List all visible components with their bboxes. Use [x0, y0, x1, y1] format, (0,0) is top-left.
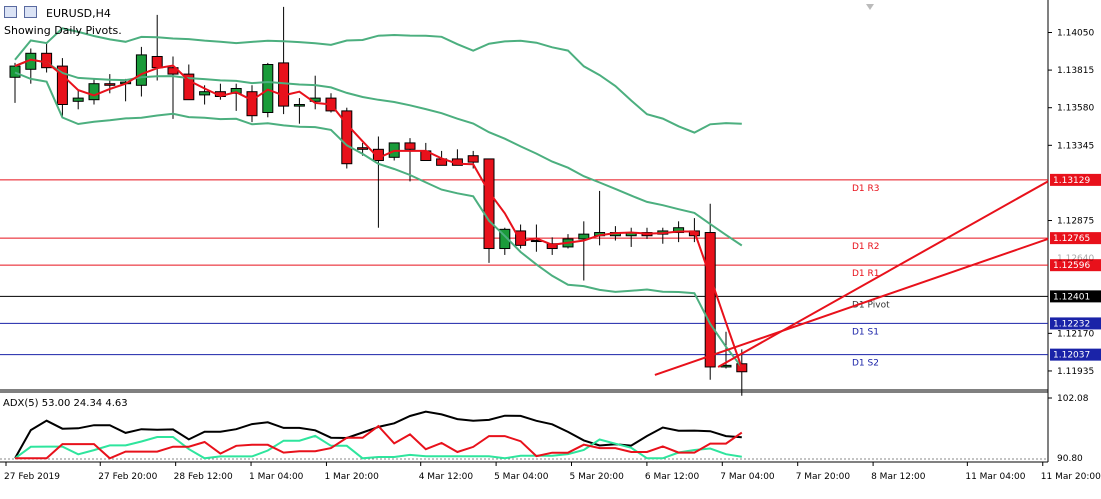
time-tick-label: 27 Feb 20:00	[98, 472, 157, 482]
symbol-label: EURUSD,H4	[46, 7, 111, 20]
bull-candle	[262, 63, 274, 114]
price-tick-label: 1.13345	[1057, 141, 1094, 151]
bull-candle	[88, 83, 100, 101]
price-tick-label: 1.14050	[1057, 28, 1094, 38]
bear-candle	[404, 142, 416, 150]
pivot-price-label: 1.13129	[1053, 176, 1090, 186]
shift-marker-icon	[866, 4, 874, 10]
adx-tick-label: 90.80	[1057, 454, 1083, 464]
time-tick-label: 27 Feb 2019	[4, 472, 60, 482]
bear-candle	[483, 158, 495, 250]
time-tick-label: 7 Mar 04:00	[720, 472, 775, 482]
upper-band-line	[14, 27, 742, 134]
time-tick-label: 1 Mar 04:00	[249, 472, 304, 482]
adx-tick-label: 102.08	[1057, 394, 1089, 404]
plus-di-line	[14, 434, 742, 460]
bear-candle	[704, 232, 716, 368]
bear-candle	[515, 230, 527, 246]
time-tick-label: 1 Mar 20:00	[324, 472, 379, 482]
pivot-name-label: D1 R1	[852, 269, 880, 279]
bear-candle	[56, 65, 68, 106]
price-tick-label: 1.11935	[1057, 367, 1094, 377]
time-tick-label: 7 Mar 20:00	[796, 472, 851, 482]
pivot-price-box	[1050, 232, 1101, 245]
bear-candle	[357, 147, 369, 150]
pivot-price-box	[1050, 259, 1101, 272]
trendline-lower	[654, 237, 1049, 376]
adx-caption: ADX(5) 53.00 24.34 4.63	[3, 398, 128, 409]
bull-candle	[9, 65, 21, 78]
pivot-name-label: D1 R3	[852, 184, 880, 194]
moving-average-line	[14, 58, 743, 369]
pivot-price-label: 1.12401	[1053, 292, 1090, 302]
bull-candle	[293, 104, 305, 107]
price-tick-label: 1.12875	[1057, 217, 1094, 227]
bull-candle	[199, 91, 211, 96]
trendline-upper	[717, 180, 1049, 368]
bull-candle	[499, 228, 511, 250]
bear-candle	[183, 73, 195, 101]
pivot-price-box	[1050, 317, 1101, 330]
bear-candle	[151, 55, 163, 69]
price-tick-label: 1.13815	[1057, 66, 1094, 76]
minus-di-line	[15, 424, 743, 460]
bull-candle	[72, 97, 84, 102]
pivot-name-label: D1 R2	[852, 242, 880, 252]
pivot-name-label: D1 Pivot	[852, 300, 890, 310]
bear-candle	[104, 83, 116, 86]
time-tick-label: 11 Mar 20:00	[1041, 472, 1101, 482]
pivot-price-box	[1050, 290, 1101, 303]
time-tick-label: 4 Mar 12:00	[419, 472, 474, 482]
bear-candle	[246, 91, 258, 117]
chart-icon	[23, 6, 37, 18]
lower-band-line	[14, 71, 743, 368]
chart-header: EURUSD,H4	[4, 6, 111, 20]
time-tick-label: 8 Mar 12:00	[871, 472, 926, 482]
time-tick-label: 5 Mar 20:00	[570, 472, 625, 482]
time-tick-label: 11 Mar 04:00	[965, 472, 1025, 482]
price-tick-label: 1.12170	[1057, 329, 1094, 339]
bull-candle	[578, 233, 590, 240]
time-tick-label: 6 Mar 12:00	[645, 472, 700, 482]
price-tick-label: 1.12640	[1057, 254, 1094, 264]
pivot-price-label: 1.12232	[1053, 319, 1090, 329]
pivot-price-label: 1.12765	[1053, 234, 1090, 244]
bull-candle	[673, 227, 685, 234]
bull-candle	[135, 54, 147, 86]
time-tick-label: 5 Mar 04:00	[494, 472, 549, 482]
pivot-price-label: 1.12596	[1053, 261, 1090, 271]
time-tick-label: 28 Feb 12:00	[174, 472, 233, 482]
bear-candle	[341, 110, 353, 165]
price-tick-label: 1.13580	[1057, 104, 1094, 114]
bear-candle	[467, 155, 479, 163]
pivot-name-label: D1 S2	[852, 359, 879, 369]
bear-candle	[41, 52, 53, 69]
pivot-price-label: 1.12037	[1053, 351, 1090, 361]
window-icon	[4, 6, 17, 18]
pivots-caption: Showing Daily Pivots.	[4, 24, 122, 37]
pivot-price-box	[1050, 173, 1101, 186]
pivot-price-box	[1050, 348, 1101, 361]
pivot-name-label: D1 S1	[852, 327, 879, 337]
